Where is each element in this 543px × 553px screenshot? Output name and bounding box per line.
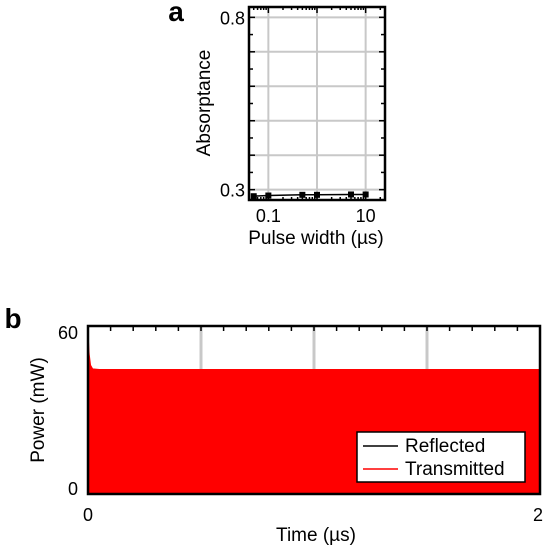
panel-a-grid xyxy=(249,7,385,200)
panel-a-x-tick-label: 0.1 xyxy=(256,206,281,226)
panel-a-data-point xyxy=(348,191,354,198)
panel-a-data-point xyxy=(314,191,320,198)
panel-a-letter: a xyxy=(168,0,184,27)
panel-b-x-tick-label: 2 xyxy=(533,505,543,525)
panel-a-tick-labels: 0.1 10 0.3 0.8 xyxy=(220,8,376,226)
panel-a-x-tick-label: 10 xyxy=(356,206,376,226)
panel-b-x-tick-label: 0 xyxy=(83,505,93,525)
panel-a-data-point xyxy=(362,191,369,198)
panel-b-plot-frame xyxy=(86,324,542,496)
panel-b-x-axis-label: Time (µs) xyxy=(276,525,356,546)
panel-b-letter: b xyxy=(4,303,21,334)
panel-a-series xyxy=(250,191,369,200)
panel-a-y-tick-label: 0.8 xyxy=(220,8,245,28)
panel-a-x-axis-label: Pulse width (µs) xyxy=(248,228,384,249)
panel-a-plot-frame xyxy=(247,5,387,202)
panel-a: a 0.1 10 0.3 0.8 Pulse width (µs) Absorptan… xyxy=(168,0,387,249)
panel-b-legend: Reflected Transmitted xyxy=(356,431,526,483)
panel-a-y-axis-label: Absorptance xyxy=(194,50,215,157)
legend-box xyxy=(356,431,526,483)
panel-a-y-tick-label: 0.3 xyxy=(220,181,245,201)
panel-b-y-tick-label: 60 xyxy=(58,323,78,343)
panel-a-data-point xyxy=(265,192,272,199)
panel-a-data-point xyxy=(250,193,257,200)
panel-b-y-axis-label: Power (mW) xyxy=(28,357,49,463)
panel-b-tick-labels: 0 2 0 60 xyxy=(58,323,543,525)
panel-b-y-tick-label: 0 xyxy=(68,479,78,499)
panel-a-data-point xyxy=(299,191,306,198)
legend-label-transmitted: Transmitted xyxy=(405,459,505,480)
legend-label-reflected: Reflected xyxy=(405,436,485,457)
